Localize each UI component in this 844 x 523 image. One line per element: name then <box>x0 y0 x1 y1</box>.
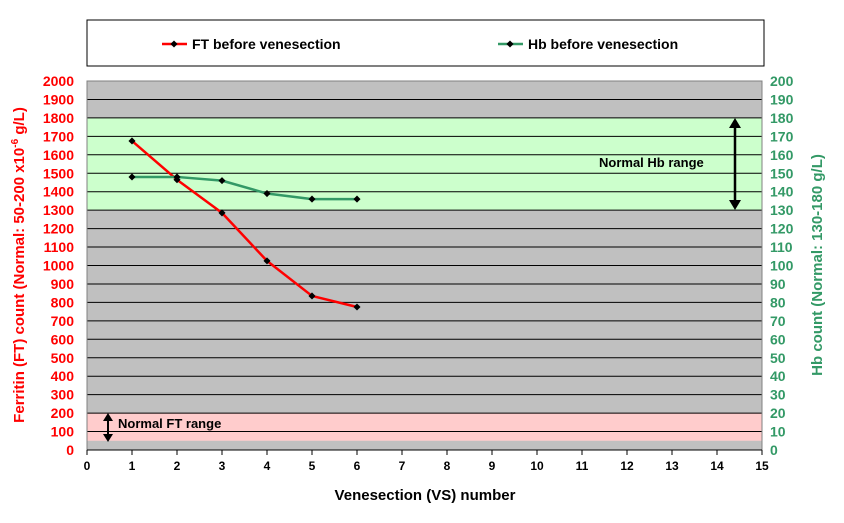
y-right-tick-label-190: 190 <box>770 91 794 107</box>
y-axis-left-title-suffix: g/L) <box>11 107 28 139</box>
y-right-tick-label-50: 50 <box>770 350 786 366</box>
y-right-tick-label-70: 70 <box>770 313 786 329</box>
legend-entry-ft: FT before venesection <box>162 36 341 52</box>
x-tick-label-7: 7 <box>399 459 406 473</box>
y-left-tick-label-500: 500 <box>51 350 75 366</box>
x-tick-label-1: 1 <box>129 459 136 473</box>
y-right-tick-label-110: 110 <box>770 239 793 255</box>
annotation-normal-ft: Normal FT range <box>103 413 221 442</box>
point-hb-1 <box>128 173 136 181</box>
y-left-tick-label-2000: 2000 <box>43 73 74 89</box>
legend-entry-hb: Hb before venesection <box>498 36 678 52</box>
y-axis-right-title: Hb count (Normal: 130-180 g/L) <box>809 154 826 376</box>
point-hb-2 <box>173 173 181 181</box>
y-right-tick-label-160: 160 <box>770 147 794 163</box>
y-right-tick-label-40: 40 <box>770 368 786 384</box>
series-line-hb <box>132 175 357 201</box>
y-left-tick-label-1300: 1300 <box>43 202 74 218</box>
point-ft-1 <box>128 137 136 145</box>
x-tick-label-13: 13 <box>665 459 679 473</box>
y-right-tick-label-130: 130 <box>770 202 794 218</box>
x-tick-label-0: 0 <box>84 459 91 473</box>
y-left-tick-label-300: 300 <box>51 387 75 403</box>
x-tick-label-11: 11 <box>576 459 589 473</box>
y-left-tick-label-200: 200 <box>51 405 75 421</box>
y-axis-left-title-prefix: Ferritin (FT) count (Normal: 50-200 x10 <box>11 148 28 423</box>
legend-ft-label: FT before venesection <box>192 36 341 52</box>
y-left-tick-label-800: 800 <box>51 294 75 310</box>
hb-range-arrow-up <box>729 118 741 128</box>
y-right-tick-label-120: 120 <box>770 221 794 237</box>
y-axis-left-title: Ferritin (FT) count (Normal: 50-200 x10-… <box>10 107 28 423</box>
point-hb-3 <box>218 177 226 185</box>
point-hb-5 <box>308 195 316 203</box>
y-right-tick-label-180: 180 <box>770 110 794 126</box>
y-left-tick-label-1800: 1800 <box>43 110 74 126</box>
y-left-tick-label-700: 700 <box>51 313 75 329</box>
x-tick-label-10: 10 <box>530 459 544 473</box>
y-right-tick-label-150: 150 <box>770 165 794 181</box>
point-ft-4 <box>263 257 271 265</box>
plot-area: 0 1 2 3 4 5 6 7 8 9 10 11 12 13 14 15010020030040050060… <box>43 73 794 473</box>
point-ft-3 <box>218 209 226 217</box>
hb-range-arrow-down <box>729 200 741 210</box>
y-right-tick-label-20: 20 <box>770 405 786 421</box>
legend-ft-marker <box>170 40 178 48</box>
annotation-normal-hb: Normal Hb range <box>599 118 741 210</box>
y-left-tick-label-1100: 1100 <box>44 239 75 255</box>
y-left-tick-label-0: 0 <box>66 442 74 458</box>
y-left-tick-label-1400: 1400 <box>43 184 74 200</box>
point-ft-6 <box>353 303 361 311</box>
x-tick-label-8: 8 <box>444 459 451 473</box>
y-right-tick-label-100: 100 <box>770 258 794 274</box>
x-tick-label-6: 6 <box>354 459 361 473</box>
y-left-tick-label-1700: 1700 <box>43 128 74 144</box>
y-right-tick-label-0: 0 <box>770 442 778 458</box>
legend: FT before venesection Hb before venesect… <box>86 19 765 67</box>
x-tick-label-15: 15 <box>755 459 769 473</box>
y-left-tick-label-900: 900 <box>51 276 75 292</box>
y-right-tick-label-140: 140 <box>770 184 794 200</box>
y-left-tick-label-1200: 1200 <box>43 221 74 237</box>
y-left-tick-label-1900: 1900 <box>43 91 74 107</box>
x-tick-label-2: 2 <box>174 459 181 473</box>
x-axis-title: Venesection (VS) number <box>335 487 516 504</box>
y-left-tick-label-1600: 1600 <box>43 147 74 163</box>
band-ft <box>87 413 762 441</box>
y-right-tick-label-90: 90 <box>770 276 786 292</box>
legend-box <box>86 19 765 67</box>
x-tick-label-3: 3 <box>219 459 226 473</box>
y-left-tick-label-600: 600 <box>51 331 75 347</box>
x-tick-label-14: 14 <box>710 459 724 473</box>
normal-hb-range-label: Normal Hb range <box>599 155 704 170</box>
ft-range-arrow-down <box>103 434 113 442</box>
y-left-tick-label-1500: 1500 <box>43 165 74 181</box>
y-left-tick-label-100: 100 <box>51 424 75 440</box>
y-left-tick-label-400: 400 <box>51 368 75 384</box>
y-axis-left-title-superscript: -6 <box>10 138 21 147</box>
y-left-tick-label-1000: 1000 <box>43 258 74 274</box>
series-hb <box>128 173 361 203</box>
normal-ft-range-label: Normal FT range <box>118 416 221 431</box>
point-hb-4 <box>263 190 271 198</box>
ft-range-arrow-up <box>103 413 113 421</box>
x-tick-label-5: 5 <box>309 459 316 473</box>
y-right-tick-label-80: 80 <box>770 294 786 310</box>
legend-hb-marker <box>506 40 514 48</box>
y-right-tick-label-30: 30 <box>770 387 786 403</box>
y-right-tick-label-200: 200 <box>770 73 794 89</box>
point-ft-5 <box>308 292 316 300</box>
x-tick-label-9: 9 <box>489 459 496 473</box>
point-hb-6 <box>353 195 361 203</box>
y-right-tick-label-60: 60 <box>770 331 786 347</box>
x-tick-label-4: 4 <box>264 459 271 473</box>
legend-hb-label: Hb before venesection <box>528 36 678 52</box>
x-tick-label-12: 12 <box>620 459 634 473</box>
series-line-ft <box>131 140 358 309</box>
y-right-tick-label-10: 10 <box>770 424 786 440</box>
y-right-tick-label-170: 170 <box>770 128 794 144</box>
